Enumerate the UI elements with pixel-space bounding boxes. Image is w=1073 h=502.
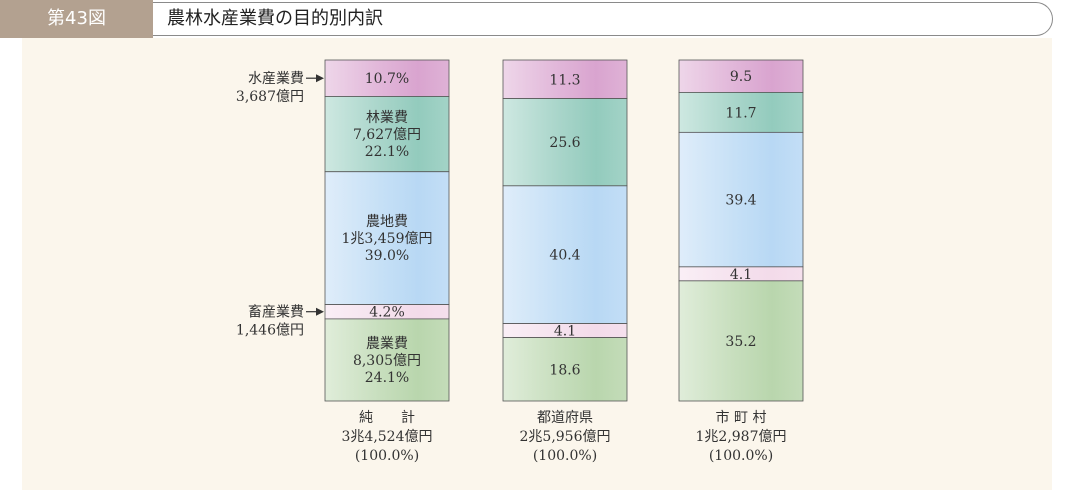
data-label: 4.1	[730, 267, 752, 283]
data-label: 39.4	[725, 193, 756, 209]
bar-segment-農業費	[678, 280, 804, 402]
bar-segment-農地費	[678, 131, 804, 268]
category-total: (100.0%)	[355, 448, 419, 464]
annotation-value: 3,687億円	[236, 89, 304, 105]
annotation-label: 水産業費	[248, 71, 304, 87]
data-label: 39.0%	[365, 248, 409, 264]
data-label: 9.5	[730, 69, 752, 85]
data-label: 10.7%	[365, 71, 409, 87]
data-label: 25.6	[549, 135, 580, 151]
title-box	[153, 2, 1053, 36]
annotation-value: 1,446億円	[236, 323, 304, 339]
data-label: 40.4	[549, 248, 580, 264]
bar-segment-水産業費	[678, 59, 804, 93]
data-label: 24.1%	[365, 370, 409, 386]
data-label: 4.1	[554, 324, 576, 340]
data-label: 林業費	[366, 110, 408, 126]
data-label: 1兆3,459億円	[342, 231, 433, 247]
data-label: 7,627億円	[353, 127, 421, 143]
data-label: 農業費	[366, 336, 408, 352]
chart-title: 農林水産業費の目的別内訳	[167, 8, 383, 29]
bar-segment-林業費	[502, 98, 628, 187]
category-total: 2兆5,956億円	[520, 429, 611, 445]
annotation-arrowhead	[316, 307, 324, 316]
category-label: 純 計	[359, 410, 415, 426]
category-total: 3兆4,524億円	[342, 429, 433, 445]
data-label: 35.2	[725, 334, 756, 350]
bar-segment-農地費	[502, 185, 628, 324]
annotation-arrowhead	[316, 74, 324, 83]
category-total: 1兆2,987億円	[696, 429, 787, 445]
data-label: 11.7	[725, 105, 756, 121]
category-total: (100.0%)	[709, 448, 773, 464]
data-label: 8,305億円	[353, 353, 421, 369]
data-label: 22.1%	[365, 144, 409, 160]
data-label: 農地費	[366, 214, 408, 230]
data-label: 4.2%	[369, 305, 405, 321]
category-label: 市 町 村	[716, 409, 767, 426]
category-label: 都道府県	[537, 410, 593, 426]
category-total: (100.0%)	[533, 448, 597, 464]
data-label: 11.3	[549, 72, 580, 88]
annotation-label: 畜産業費	[248, 305, 304, 321]
figure-number: 第43図	[0, 0, 153, 38]
bar-segment-農業費	[502, 337, 628, 402]
data-label: 18.6	[549, 362, 580, 378]
bar-segment-農業費	[324, 318, 450, 402]
